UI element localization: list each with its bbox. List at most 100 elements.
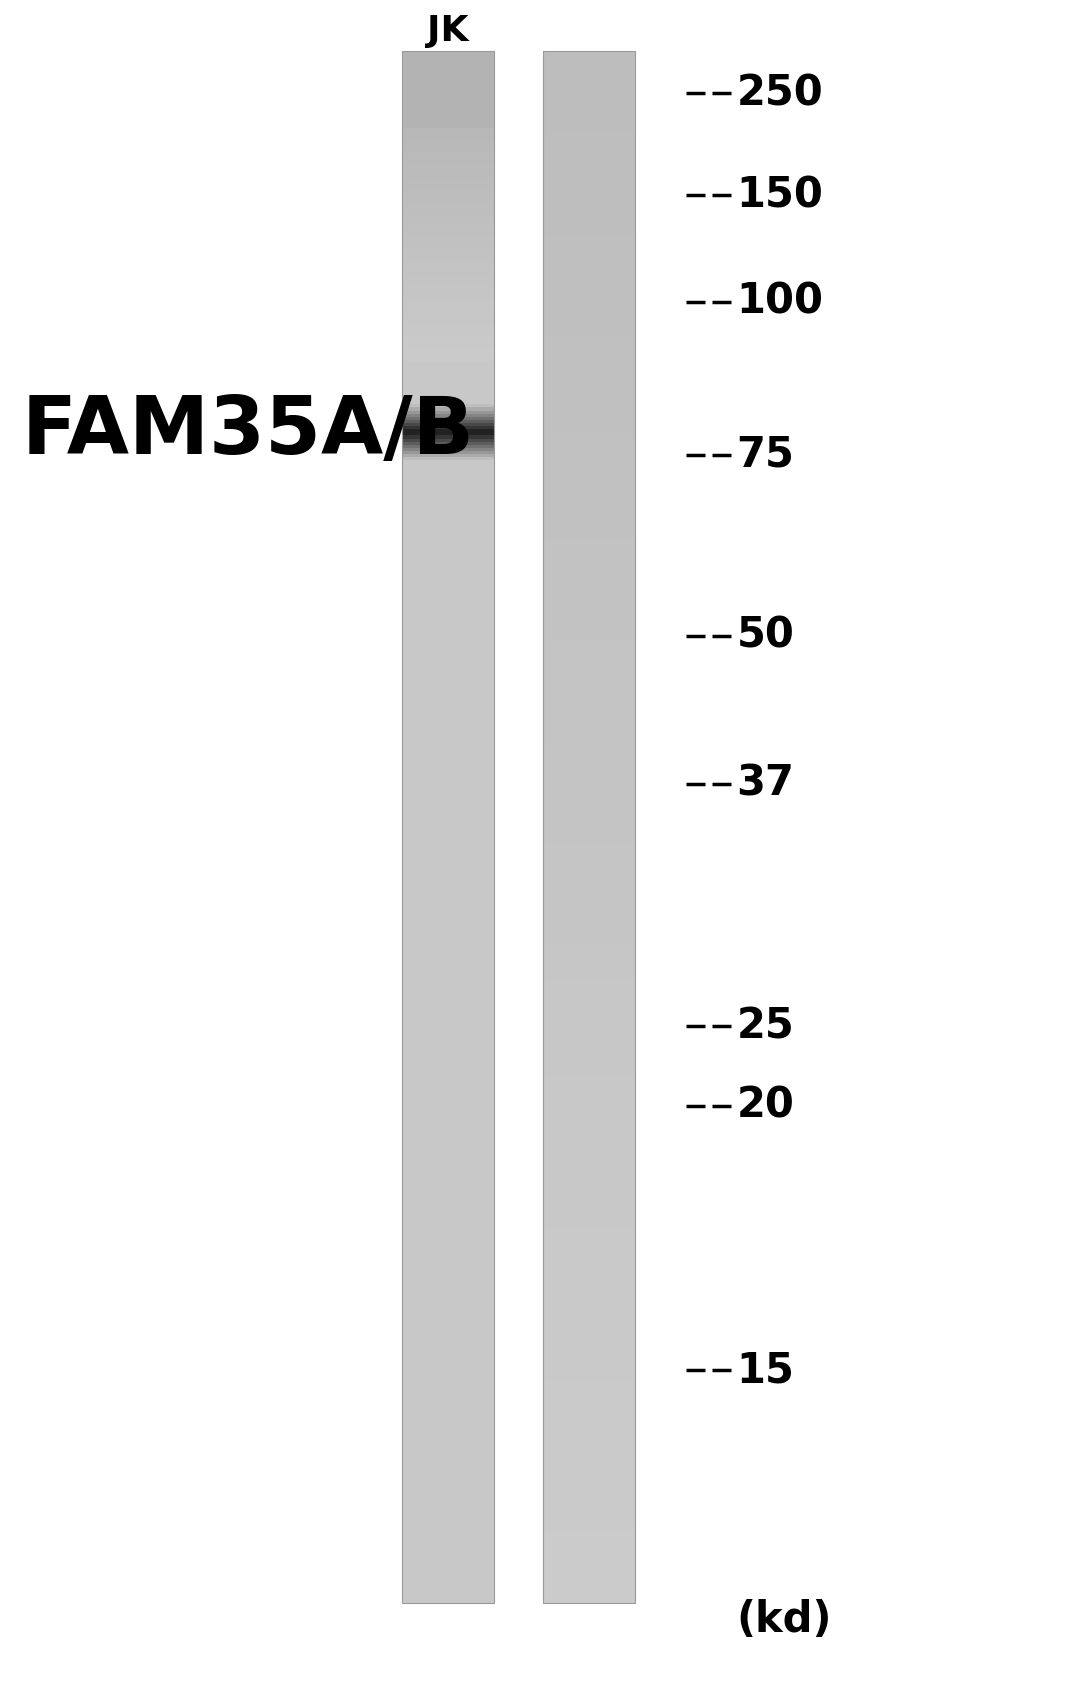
Bar <box>543 590 635 594</box>
Bar <box>402 639 495 644</box>
Bar <box>543 1525 635 1528</box>
Bar <box>402 220 495 224</box>
Bar <box>543 1013 635 1016</box>
Bar <box>402 392 495 395</box>
Bar <box>402 1192 495 1196</box>
Bar <box>543 1136 635 1140</box>
Bar <box>543 792 635 795</box>
Bar <box>402 1038 495 1041</box>
Bar <box>543 845 635 848</box>
Bar <box>543 882 635 885</box>
Bar <box>543 646 635 650</box>
Bar <box>402 987 495 990</box>
Bar <box>543 1270 635 1274</box>
Bar <box>402 597 495 600</box>
Bar <box>402 473 495 477</box>
Bar <box>402 1353 495 1357</box>
Bar <box>543 1124 635 1128</box>
Bar <box>402 758 495 762</box>
Bar <box>543 171 635 175</box>
Bar <box>402 404 495 407</box>
Bar <box>543 309 635 312</box>
Bar <box>543 421 635 424</box>
Bar <box>543 1023 635 1026</box>
Bar <box>402 1023 495 1026</box>
Bar <box>402 1187 495 1191</box>
Bar <box>402 526 495 529</box>
Bar <box>543 1099 635 1102</box>
Bar <box>402 1450 495 1453</box>
Bar <box>543 568 635 572</box>
Bar <box>543 115 635 119</box>
Bar <box>543 923 635 926</box>
Bar <box>402 1087 495 1091</box>
Bar <box>402 1562 495 1565</box>
Bar <box>543 268 635 271</box>
Bar <box>402 929 495 933</box>
Bar <box>543 1372 635 1375</box>
Bar <box>402 1169 495 1172</box>
Bar <box>543 548 635 551</box>
Bar <box>402 159 495 163</box>
Bar <box>543 366 635 370</box>
Bar <box>543 950 635 955</box>
Bar <box>402 100 495 103</box>
Bar <box>402 466 495 470</box>
Bar <box>543 1177 635 1180</box>
Bar <box>543 751 635 755</box>
Bar <box>402 1596 495 1599</box>
Bar <box>402 695 495 699</box>
Bar <box>543 1196 635 1199</box>
Bar <box>543 54 635 58</box>
Bar <box>402 500 495 504</box>
Bar <box>543 765 635 768</box>
Bar <box>543 197 635 200</box>
Bar <box>402 938 495 941</box>
Bar <box>543 566 635 570</box>
Bar <box>543 534 635 538</box>
Bar <box>402 948 495 951</box>
Bar <box>402 628 495 631</box>
Bar <box>402 507 495 510</box>
Bar <box>402 714 495 717</box>
Bar <box>543 773 635 777</box>
Bar <box>543 1202 635 1206</box>
Bar <box>402 54 495 58</box>
Bar <box>543 739 635 743</box>
Bar <box>543 365 635 368</box>
Bar <box>402 889 495 892</box>
Bar <box>543 855 635 858</box>
Bar <box>543 377 635 380</box>
Bar <box>402 895 495 899</box>
Bar <box>543 131 635 134</box>
Bar <box>543 885 635 889</box>
Bar <box>543 1158 635 1162</box>
Bar <box>402 261 495 265</box>
Bar <box>543 1540 635 1543</box>
Bar <box>402 59 495 63</box>
Bar <box>402 477 495 480</box>
Text: FAM35A/B: FAM35A/B <box>22 393 474 471</box>
Bar <box>543 582 635 585</box>
Bar <box>402 845 495 848</box>
Bar <box>402 63 495 66</box>
Bar <box>402 802 495 806</box>
Bar <box>543 1162 635 1165</box>
Bar <box>543 553 635 556</box>
Bar <box>402 293 495 297</box>
Bar <box>543 1038 635 1041</box>
Bar <box>402 51 495 54</box>
Bar <box>402 1279 495 1284</box>
Bar <box>543 907 635 911</box>
Bar <box>543 1596 635 1599</box>
Bar <box>402 979 495 982</box>
Bar <box>402 1177 495 1180</box>
Bar <box>543 750 635 753</box>
Bar <box>402 911 495 914</box>
Bar <box>402 156 495 159</box>
Bar <box>402 968 495 974</box>
Bar <box>543 957 635 960</box>
Bar <box>402 444 495 448</box>
Bar <box>402 994 495 997</box>
Bar <box>543 1314 635 1318</box>
